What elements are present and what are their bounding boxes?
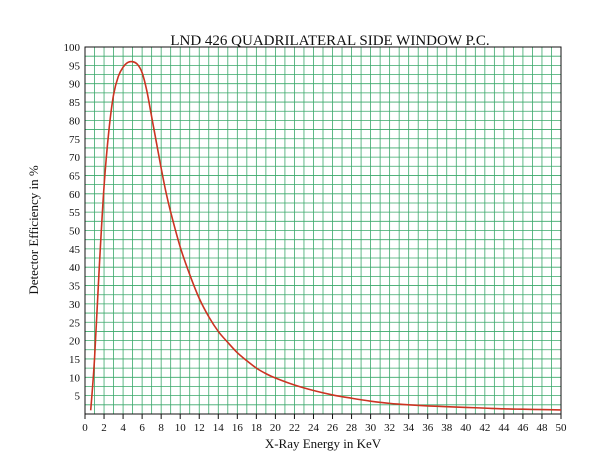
x-tick-label: 40 <box>460 422 472 434</box>
y-tick-label: 35 <box>69 281 81 293</box>
x-tick-label: 8 <box>158 422 164 434</box>
grid <box>85 47 561 414</box>
x-tick-label: 38 <box>441 422 453 434</box>
y-tick-label: 75 <box>69 134 81 146</box>
x-tick-label: 16 <box>232 422 244 434</box>
y-tick-label: 40 <box>69 262 81 274</box>
y-tick-label: 50 <box>69 226 81 238</box>
x-tick-label: 24 <box>308 422 320 434</box>
y-tick-label: 80 <box>69 115 81 127</box>
y-tick-label: 25 <box>69 317 81 329</box>
x-tick-label: 50 <box>556 422 568 434</box>
chart-title: LND 426 QUADRILATERAL SIDE WINDOW P.C. <box>170 33 489 49</box>
y-axis-label: Detector Efficiency in % <box>26 165 41 295</box>
x-tick-label: 12 <box>194 422 205 434</box>
y-tick-label: 90 <box>69 79 81 91</box>
x-tick-label: 4 <box>120 422 126 434</box>
series-line <box>89 60 562 411</box>
x-tick-label: 46 <box>517 422 529 434</box>
x-tick-labels: 0 2 4 6 8 10 12 14 16 18 20 22 24 26 28 30 32 34 36 38 40 42 4… <box>82 422 567 434</box>
x-tick-label: 32 <box>384 422 395 434</box>
x-tick-label: 0 <box>82 422 88 434</box>
y-tick-label: 30 <box>69 299 81 311</box>
x-tick-label: 42 <box>479 422 490 434</box>
y-tick-labels: 5 10 15 20 25 30 35 40 45 50 55 60 65 70 75 80 85 90 95 100 <box>64 42 81 403</box>
x-tick-label: 26 <box>327 422 339 434</box>
plot-frame <box>84 46 562 415</box>
y-tick-label: 15 <box>69 354 81 366</box>
y-tick-label: 20 <box>69 336 81 348</box>
x-tick-label: 2 <box>101 422 107 434</box>
y-tick-label: 5 <box>75 391 81 403</box>
x-axis-label: X-Ray Energy in KeV <box>265 436 382 451</box>
x-tick-label: 36 <box>422 422 434 434</box>
x-tick-label: 22 <box>289 422 300 434</box>
y-tick-label: 60 <box>69 189 81 201</box>
y-tick-label: 95 <box>69 60 81 72</box>
x-tick-label: 44 <box>498 422 510 434</box>
y-tick-label: 10 <box>69 372 81 384</box>
x-tick-label: 28 <box>346 422 358 434</box>
x-tick-label: 34 <box>403 422 415 434</box>
x-tick-label: 48 <box>536 422 548 434</box>
x-tick-label: 10 <box>175 422 187 434</box>
y-tick-label: 70 <box>69 152 81 164</box>
y-tick-label: 65 <box>69 170 81 182</box>
x-tick-label: 14 <box>213 422 225 434</box>
x-tick-label: 30 <box>365 422 377 434</box>
y-tick-label: 55 <box>69 207 81 219</box>
x-tick-label: 20 <box>270 422 282 434</box>
y-tick-label: 45 <box>69 244 81 256</box>
y-tick-label: 100 <box>64 42 81 54</box>
x-tick-label: 18 <box>251 422 263 434</box>
x-tick-label: 6 <box>139 422 145 434</box>
y-tick-label: 85 <box>69 97 81 109</box>
tick-marks <box>84 414 562 419</box>
